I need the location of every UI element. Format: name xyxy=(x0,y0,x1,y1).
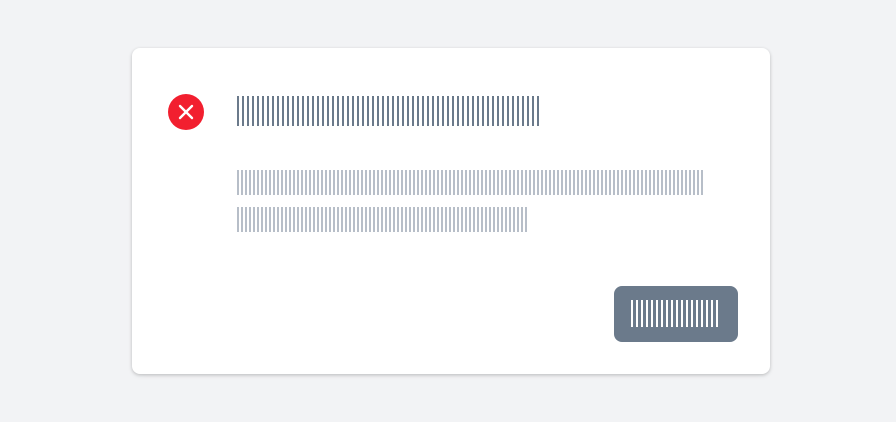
error-icon xyxy=(168,94,204,130)
dialog-action-button[interactable] xyxy=(614,286,738,342)
dialog-description-line xyxy=(237,170,703,195)
dialog-description-line xyxy=(237,207,529,232)
dialog-title xyxy=(237,96,541,126)
error-dialog xyxy=(132,48,770,374)
dialog-action-label xyxy=(631,300,719,327)
